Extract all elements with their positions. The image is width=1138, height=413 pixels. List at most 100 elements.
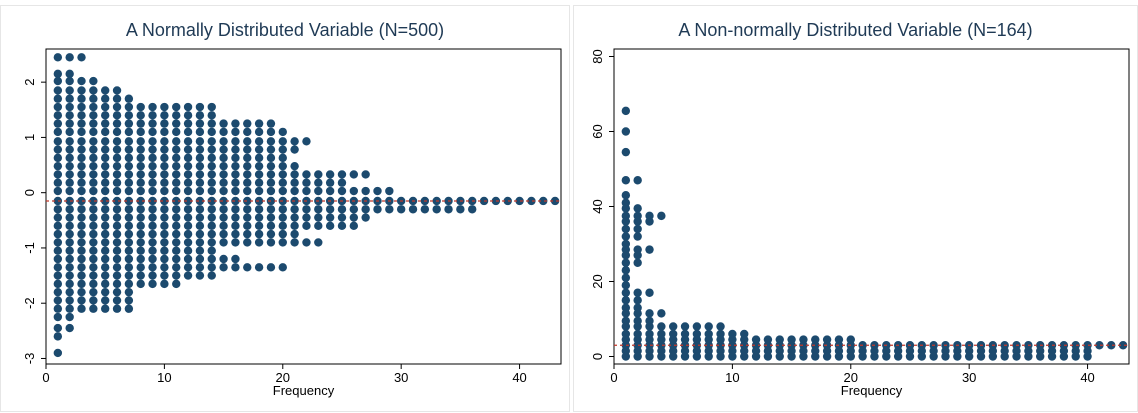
data-point xyxy=(160,137,169,146)
data-point xyxy=(183,263,193,272)
data-point xyxy=(444,205,453,214)
data-point xyxy=(65,111,74,120)
data-point xyxy=(100,145,110,154)
data-point xyxy=(77,178,86,187)
data-point xyxy=(822,352,832,361)
data-point xyxy=(621,352,631,361)
data-point xyxy=(100,287,110,297)
data-point xyxy=(160,102,169,112)
data-point xyxy=(373,205,382,214)
data-point xyxy=(716,322,725,331)
data-point xyxy=(65,279,74,289)
data-point xyxy=(148,178,157,187)
data-point xyxy=(136,279,145,289)
data-point xyxy=(124,102,134,112)
data-point xyxy=(183,186,193,196)
data-point xyxy=(243,205,252,214)
data-point xyxy=(266,229,276,239)
data-point xyxy=(621,204,631,213)
data-point xyxy=(65,153,74,163)
data-point xyxy=(100,229,110,239)
data-point xyxy=(89,161,98,171)
data-point xyxy=(124,94,134,103)
data-point xyxy=(195,137,205,146)
data-point xyxy=(314,238,323,247)
data-point xyxy=(775,352,784,361)
data-point xyxy=(148,254,157,264)
y-tick-label: 2 xyxy=(22,79,37,86)
data-point xyxy=(124,205,134,214)
data-point xyxy=(124,170,134,179)
data-point xyxy=(172,102,181,112)
data-point xyxy=(219,221,228,231)
data-point xyxy=(207,102,216,112)
y-tick-label: 40 xyxy=(590,199,605,213)
data-point xyxy=(515,196,524,206)
data-point xyxy=(89,137,98,146)
data-point xyxy=(787,352,796,361)
data-point xyxy=(254,153,264,163)
data-point xyxy=(136,246,145,255)
data-point xyxy=(266,119,276,128)
data-point xyxy=(77,186,86,196)
data-point xyxy=(207,119,216,128)
data-point xyxy=(160,186,169,196)
data-point xyxy=(254,205,264,214)
data-point xyxy=(112,263,122,272)
data-point xyxy=(172,246,181,255)
data-point xyxy=(266,263,276,272)
data-point xyxy=(112,145,122,154)
left-chart-panel: A Normally Distributed Variable (N=500) … xyxy=(0,5,570,412)
data-point xyxy=(89,102,98,112)
data-point xyxy=(290,221,299,231)
data-point xyxy=(704,352,713,361)
data-point xyxy=(266,213,276,222)
data-point xyxy=(65,205,74,214)
data-point xyxy=(633,309,642,318)
data-point xyxy=(183,221,193,231)
data-point xyxy=(231,238,240,247)
data-point xyxy=(385,205,394,214)
data-point xyxy=(112,296,122,305)
data-point xyxy=(621,106,631,116)
data-point xyxy=(325,205,335,214)
data-point xyxy=(219,213,228,222)
data-point xyxy=(657,309,666,318)
data-point xyxy=(858,352,867,361)
data-point xyxy=(89,86,98,95)
data-point xyxy=(621,258,631,267)
data-point xyxy=(172,145,181,154)
data-point xyxy=(680,322,690,331)
data-point xyxy=(160,127,169,137)
data-point xyxy=(266,186,276,196)
data-point xyxy=(136,271,145,280)
data-point xyxy=(136,186,145,196)
data-point xyxy=(243,196,252,206)
data-point xyxy=(100,263,110,272)
data-point xyxy=(278,178,287,187)
data-point xyxy=(148,238,157,247)
data-point xyxy=(905,352,915,361)
data-point xyxy=(65,296,74,305)
y-tick-label: -3 xyxy=(22,353,37,365)
data-point xyxy=(633,224,642,234)
data-point xyxy=(195,170,205,179)
data-point xyxy=(219,238,228,247)
data-point xyxy=(53,111,63,120)
data-point xyxy=(124,137,134,146)
data-point xyxy=(243,161,252,171)
data-point xyxy=(183,137,193,146)
data-point xyxy=(112,254,122,264)
data-point xyxy=(621,147,631,157)
data-point xyxy=(124,296,134,305)
data-point xyxy=(219,145,228,154)
data-point xyxy=(100,119,110,128)
data-point xyxy=(231,145,240,154)
x-tick-label: 0 xyxy=(610,370,617,385)
data-point xyxy=(77,153,86,163)
data-point xyxy=(243,119,252,128)
data-point xyxy=(89,186,98,196)
data-point xyxy=(53,263,63,272)
data-point xyxy=(77,205,86,214)
data-point xyxy=(136,229,145,239)
